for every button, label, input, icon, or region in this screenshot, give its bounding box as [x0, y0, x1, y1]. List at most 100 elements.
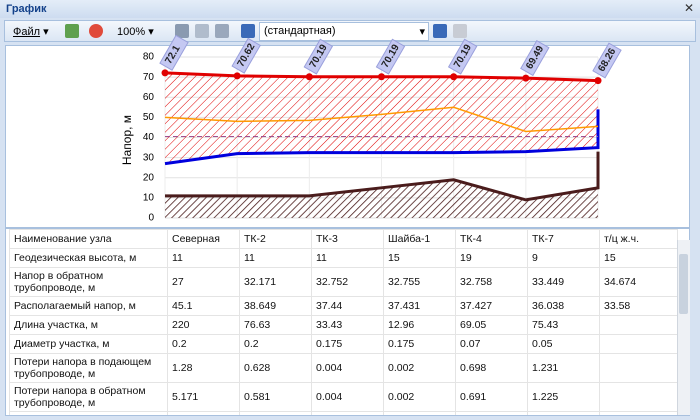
y-tick-label: 10 [143, 193, 155, 204]
row-label: Потери напора в обратном трубопроводе, м [10, 383, 168, 412]
y-tick-label: 50 [143, 112, 155, 123]
table-cell: 0.2 [168, 335, 240, 354]
data-label-group: 68.26 [593, 43, 621, 78]
table-cell: 0.079 [384, 412, 456, 417]
table-cell: 33.43 [312, 316, 384, 335]
point-marker [595, 77, 602, 84]
point-marker [378, 73, 385, 80]
table-row: Геодезическая высота, м1111111519915 [10, 249, 678, 268]
table-cell: т/ц ж.ч. [600, 230, 678, 249]
table-cell: 0.403 [528, 412, 600, 417]
table-cell: 33.58 [600, 297, 678, 316]
table-cell: 32.171 [240, 268, 312, 297]
table-cell: 76.63 [240, 316, 312, 335]
row-label: Напор в обратном трубопроводе, м [10, 268, 168, 297]
table-cell: 33.449 [528, 268, 600, 297]
table-cell: 11 [168, 249, 240, 268]
table-cell: 0.05 [528, 335, 600, 354]
table-cell: 0.07 [456, 335, 528, 354]
point-marker [234, 72, 241, 79]
table-row: Потери напора в подающем трубопроводе, м… [10, 354, 678, 383]
table-cell: 1.28 [168, 354, 240, 383]
table-cell: 38.649 [240, 297, 312, 316]
table-cell: 0.691 [456, 383, 528, 412]
table-cell: 1.225 [528, 383, 600, 412]
table-cell: Северная [168, 230, 240, 249]
table-row: Потери напора в обратном трубопроводе, м… [10, 383, 678, 412]
table-row: Длина участка, м22076.6333.4312.9669.057… [10, 316, 678, 335]
table-cell: 69.05 [456, 316, 528, 335]
scroll-thumb[interactable] [679, 254, 688, 314]
table-cell: 0.698 [456, 354, 528, 383]
table-cell: 0.581 [240, 383, 312, 412]
table-cell: 0.404 [456, 412, 528, 417]
table-cell: 32.758 [456, 268, 528, 297]
table-cell: 0.175 [384, 335, 456, 354]
table-cell: 5.171 [168, 383, 240, 412]
table-cell: 27 [168, 268, 240, 297]
table-cell: 37.431 [384, 297, 456, 316]
table-cell: 37.44 [312, 297, 384, 316]
table-cell: 0.002 [384, 383, 456, 412]
row-label: Скорость движения воды в [10, 412, 168, 417]
table-row: Скорость движения воды в0.0840.0840.0790… [10, 412, 678, 417]
table-cell: 0.175 [312, 335, 384, 354]
table-cell: ТК-4 [456, 230, 528, 249]
table-cell: Шайба-1 [384, 230, 456, 249]
row-label: Наименование узла [10, 230, 168, 249]
point-marker [162, 69, 169, 76]
data-label-group: 72.1 [160, 35, 188, 70]
table-cell: 11 [240, 249, 312, 268]
row-label: Потери напора в подающем трубопроводе, м [10, 354, 168, 383]
scrollbar[interactable] [677, 240, 690, 415]
table-cell: 75.43 [528, 316, 600, 335]
y-tick-label: 30 [143, 152, 155, 163]
table-cell: ТК-2 [240, 230, 312, 249]
table-cell: 0.002 [384, 354, 456, 383]
y-axis-label: Напор, м [120, 115, 134, 165]
point-marker [306, 73, 313, 80]
table-cell: 0.2 [240, 335, 312, 354]
y-tick-label: 80 [143, 52, 155, 63]
table-cell: 15 [600, 249, 678, 268]
table-cell: 36.038 [528, 297, 600, 316]
point-marker [450, 73, 457, 80]
table-cell: 1.231 [528, 354, 600, 383]
table-panel: Наименование узлаСевернаяТК-2ТК-3Шайба-1… [5, 228, 690, 416]
table-row: Напор в обратном трубопроводе, м2732.171… [10, 268, 678, 297]
table-cell: 45.1 [168, 297, 240, 316]
data-table: Наименование узлаСевернаяТК-2ТК-3Шайба-1… [9, 229, 678, 416]
y-tick-label: 0 [148, 213, 154, 224]
table-row: Располагаемый напор, м45.138.64937.4437.… [10, 297, 678, 316]
row-label: Диаметр участка, м [10, 335, 168, 354]
table-cell: 0.004 [312, 383, 384, 412]
table-cell: 15 [384, 249, 456, 268]
table-cell: 0.004 [312, 354, 384, 383]
table-cell: 34.674 [600, 268, 678, 297]
y-tick-label: 60 [143, 92, 155, 103]
row-label: Располагаемый напор, м [10, 297, 168, 316]
y-tick-label: 70 [143, 72, 155, 83]
table-cell: 32.752 [312, 268, 384, 297]
data-label-group: 69.49 [521, 41, 549, 76]
table-cell: ТК-7 [528, 230, 600, 249]
table-cell: ТК-3 [312, 230, 384, 249]
table-cell: 9 [528, 249, 600, 268]
data-label-group: 70.62 [232, 38, 260, 73]
table-cell: 0.084 [240, 412, 312, 417]
table-cell: 12.96 [384, 316, 456, 335]
table-cell: 19 [456, 249, 528, 268]
chart: Напор, м 0102030405060708072.170.6270.19… [0, 0, 700, 230]
row-label: Длина участка, м [10, 316, 168, 335]
table-cell: 11 [312, 249, 384, 268]
y-tick-label: 20 [143, 172, 155, 183]
table-cell: 0.084 [168, 412, 240, 417]
table-cell: 32.755 [384, 268, 456, 297]
table-row: Наименование узлаСевернаяТК-2ТК-3Шайба-1… [10, 230, 678, 249]
table-cell: 37.427 [456, 297, 528, 316]
row-label: Геодезическая высота, м [10, 249, 168, 268]
table-cell: 0.079 [312, 412, 384, 417]
table-row: Диаметр участка, м0.20.20.1750.1750.070.… [10, 335, 678, 354]
table-cell: 220 [168, 316, 240, 335]
